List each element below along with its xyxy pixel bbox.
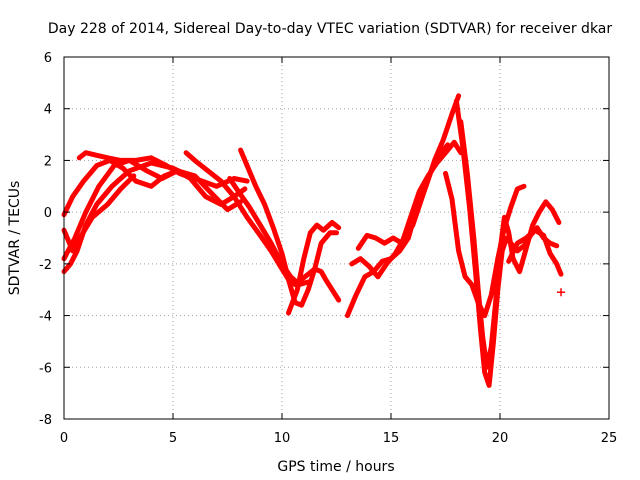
y-axis-label: SDTVAR / TECUs [7, 181, 23, 296]
series-sat-h [238, 147, 339, 308]
ticks [63, 56, 610, 420]
isolated-point [557, 288, 566, 297]
y-tick-label: 0 [44, 206, 52, 221]
series-sat-b [61, 157, 248, 218]
y-tick-label: 4 [44, 103, 52, 118]
plot-frame [63, 56, 610, 420]
series-sat-n [458, 119, 562, 370]
series-layer [61, 93, 566, 388]
y-tick-label: -4 [39, 310, 52, 325]
x-axis-label: GPS time / hours [277, 459, 394, 475]
series-sat-k [355, 139, 464, 251]
series-sat-j [344, 93, 462, 319]
x-tick-labels: 0 5 10 15 20 25 [60, 431, 617, 446]
series-sat-p [506, 227, 564, 277]
series-sat-a [61, 160, 250, 275]
series-sat-d [61, 173, 137, 254]
chart-title: Day 228 of 2014, Sidereal Day-to-day VTE… [48, 21, 613, 37]
y-tick-labels: -8 -6 -4 -2 0 2 4 6 [39, 51, 52, 428]
x-tick-label: 20 [492, 431, 509, 446]
y-tick-label: 2 [44, 154, 52, 169]
x-tick-label: 5 [169, 431, 177, 446]
y-tick-label: 6 [44, 51, 52, 66]
series-sat-e [76, 150, 189, 179]
x-tick-label: 0 [60, 431, 68, 446]
x-tick-label: 25 [601, 431, 618, 446]
series-sat-g [227, 176, 311, 287]
y-tick-label: -8 [39, 413, 52, 428]
series-sat-m [453, 98, 560, 388]
x-tick-label: 15 [383, 431, 400, 446]
series-sat-i [286, 220, 342, 316]
series-sat-o [443, 170, 527, 319]
series-sat-c [61, 157, 244, 262]
y-tick-label: -2 [39, 258, 52, 273]
series-sat-l [349, 142, 451, 280]
y-tick-label: -6 [39, 361, 52, 376]
x-tick-label: 10 [274, 431, 291, 446]
